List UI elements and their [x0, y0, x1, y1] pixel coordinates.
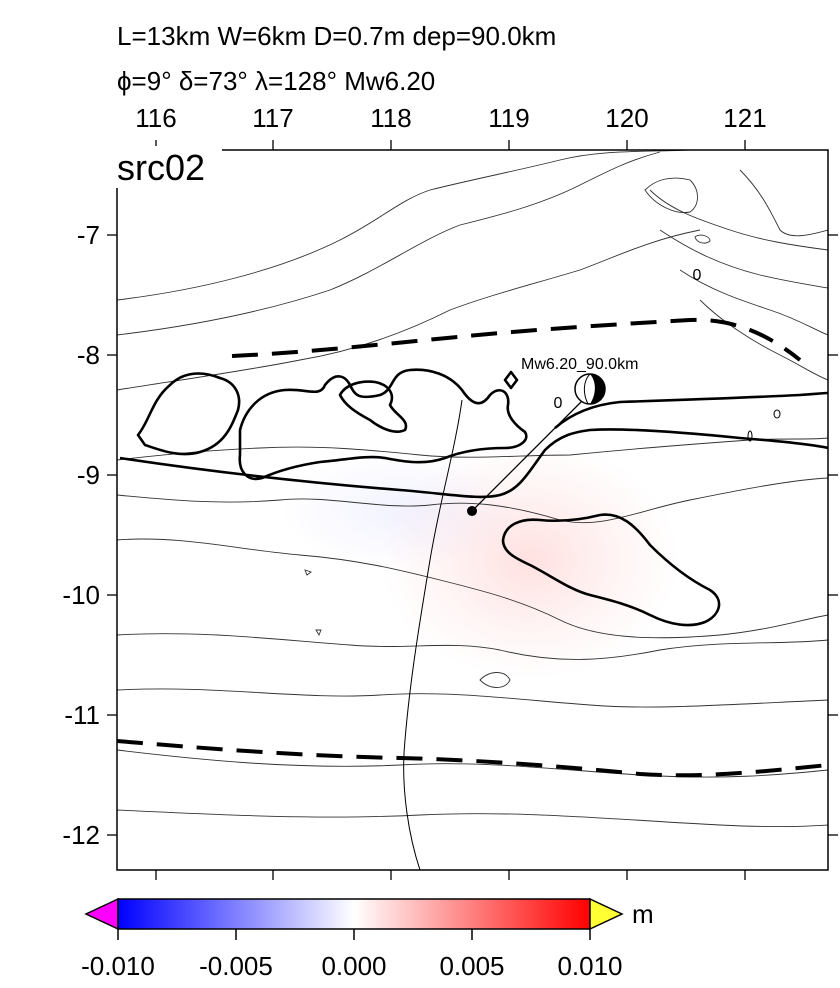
event-label: Mw6.20_90.0km [521, 356, 638, 373]
y-tick-label: -7 [77, 220, 100, 250]
colorbar-tick-label: 0.000 [321, 951, 386, 981]
x-tick-label: 119 [488, 103, 529, 133]
beachball-icon [574, 373, 606, 405]
y-tick-label: -12 [62, 820, 100, 850]
fault-line [471, 397, 586, 512]
colorbar-over-triangle [589, 897, 624, 931]
subsidence-shading [280, 450, 520, 570]
contour-label: 0 [554, 395, 563, 412]
y-tick-label: -10 [62, 580, 100, 610]
x-tick-label: 116 [135, 103, 176, 133]
x-tick-labels: 116 117 118 119 120 121 [135, 103, 766, 133]
ridge-curve [403, 399, 463, 870]
colorbar-unit: m [632, 899, 654, 929]
y-tick-label: -9 [77, 460, 100, 490]
header-line-2: ϕ=9° δ=73° λ=128° Mw6.20 [117, 66, 435, 96]
x-tick-label: 120 [605, 103, 648, 133]
colorbar-tick-label: -0.005 [199, 951, 273, 981]
map-frame [116, 149, 829, 871]
contour-loop [747, 430, 753, 442]
y-tick-label: -8 [77, 340, 100, 370]
colorbar-tick-label: 0.010 [557, 951, 622, 981]
x-tick-label: 121 [723, 103, 766, 133]
y-tick-label: -11 [64, 700, 100, 730]
colorbar-under-triangle [84, 897, 119, 931]
colorbar-tick-label: -0.010 [81, 951, 155, 981]
header-line-1: L=13km W=6km D=0.7m dep=90.0km [117, 21, 556, 51]
colorbar-tick-label: 0.005 [439, 951, 504, 981]
bathymetry-contours [117, 150, 828, 828]
x-tick-label: 118 [370, 103, 411, 133]
frame-ticks [107, 140, 838, 880]
zero-contours [119, 368, 828, 627]
panel-label: src02 [117, 147, 205, 188]
panel-label-box [112, 146, 222, 188]
x-tick-label: 117 [252, 103, 293, 133]
contour-loop [773, 409, 781, 419]
colorbar: m -0.010 -0.005 0.000 0.005 0.010 [81, 897, 654, 981]
fault-center-marker [467, 506, 477, 516]
trench-lines [117, 317, 828, 778]
map-area: 0 0 Mw6.20_90.0km [117, 150, 828, 870]
contour-label: 0 [693, 267, 702, 284]
y-tick-labels: -7 -8 -9 -10 -11 -12 [62, 220, 100, 850]
colorbar-gradient [117, 898, 591, 930]
